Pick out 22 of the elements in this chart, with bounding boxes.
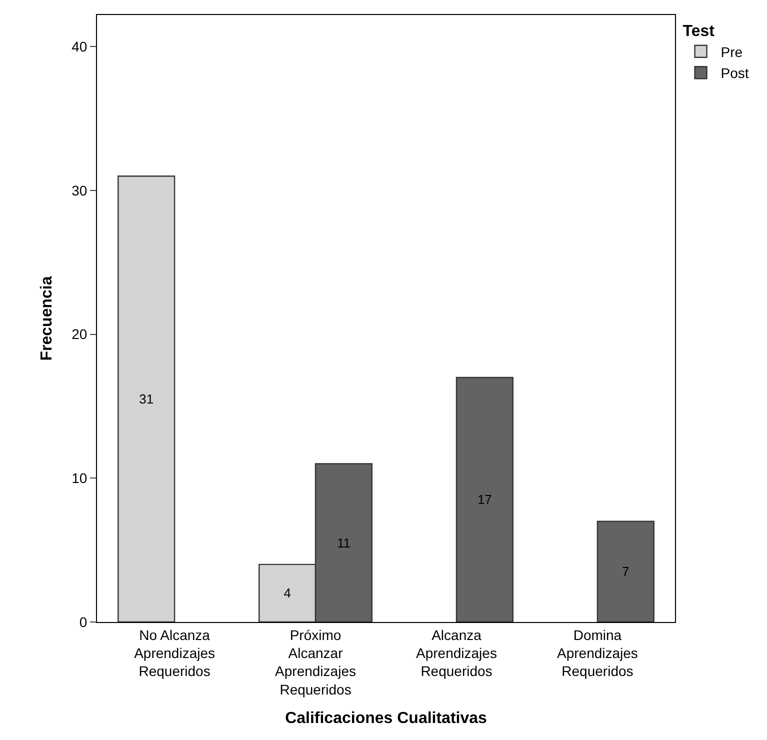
x-axis-title: Calificaciones Cualitativas: [285, 710, 488, 728]
y-axis-title: Frecuencia: [38, 276, 56, 361]
data-label: 4: [284, 586, 291, 601]
x-tick-label: Alcanza Aprendizajes Requeridos: [416, 626, 497, 680]
x-tick-label: Domina Aprendizajes Requeridos: [556, 626, 638, 680]
bar: [118, 176, 176, 622]
legend-label: Post: [720, 65, 749, 82]
y-tick-label: 40: [72, 38, 88, 55]
legend-label: Pre: [720, 44, 743, 60]
data-label: 31: [139, 392, 154, 407]
bar: [596, 520, 654, 622]
bar: [456, 376, 514, 622]
data-label: 17: [477, 492, 492, 508]
y-tick-label: 30: [72, 182, 88, 198]
legend-title: Test: [682, 22, 716, 40]
data-label: 7: [622, 564, 630, 580]
y-tick-label: 10: [72, 470, 88, 486]
x-tick-label: No Alcanza Aprendizajes Requeridos: [134, 626, 216, 680]
y-tick-label: 0: [79, 614, 88, 630]
y-tick-label: 20: [72, 326, 88, 342]
data-label: 11: [336, 535, 350, 550]
x-tick-label: Próximo Alcanzar Aprendizajes Requeridos: [275, 626, 356, 698]
